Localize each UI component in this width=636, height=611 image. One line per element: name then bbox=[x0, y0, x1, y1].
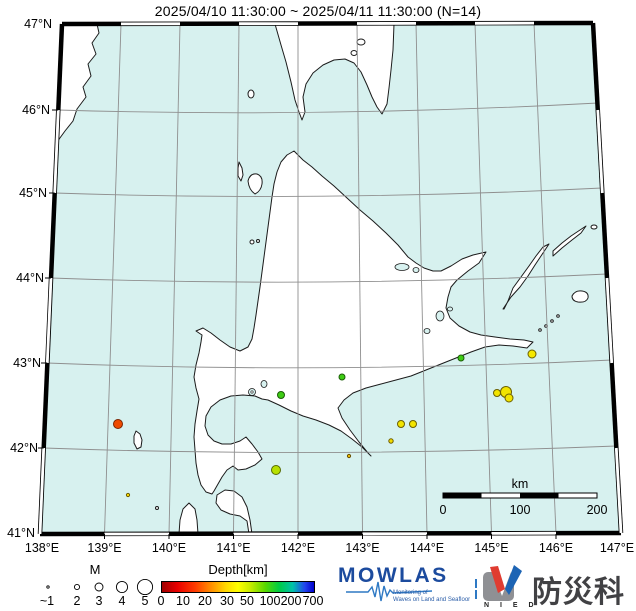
landmasses bbox=[56, 23, 598, 534]
magnitude-sample-circle bbox=[94, 582, 104, 592]
lat-label: 41°N bbox=[7, 526, 35, 540]
depth-tick: 100 bbox=[259, 594, 281, 608]
magnitude-tick: 5 bbox=[141, 594, 149, 608]
magnitude-circles bbox=[46, 578, 154, 596]
mowlas-tagline-line1: Monitoring of bbox=[393, 590, 428, 596]
map-frame bbox=[37, 20, 624, 539]
scale-tick: 200 bbox=[587, 503, 608, 517]
earthquake-marker bbox=[397, 420, 405, 428]
habomai-islet bbox=[538, 328, 542, 332]
mowlas-waveform-icon bbox=[346, 581, 433, 602]
habomai-islet bbox=[556, 314, 560, 318]
magnitude-sample-circle bbox=[73, 583, 81, 591]
lat-label: 43°N bbox=[13, 356, 41, 370]
graticule bbox=[43, 23, 617, 534]
iturup-island bbox=[552, 225, 587, 257]
toya-island bbox=[250, 390, 254, 394]
page-title: 2025/04/10 11:30:00 ~ 2025/04/11 11:30:0… bbox=[154, 3, 482, 19]
logo-divider bbox=[475, 590, 477, 599]
lon-label: 142°E bbox=[281, 541, 315, 555]
hypocenter-map: 47°N 46°N 45°N 44°N 43°N 42°N 41°N 138°E… bbox=[7, 17, 634, 555]
rishiri-island bbox=[247, 173, 263, 195]
mowlas-logo: MOWLAS bbox=[338, 564, 449, 587]
okushiri-island bbox=[133, 430, 143, 450]
earthquake-marker bbox=[388, 438, 394, 444]
magnitude-legend-title: M bbox=[89, 562, 101, 577]
lon-label: 144°E bbox=[410, 541, 444, 555]
magnitude-sample-circle bbox=[136, 578, 154, 596]
logo-divider bbox=[475, 579, 477, 588]
islet bbox=[356, 38, 366, 46]
mowlas-tagline-line2: Waves on Land and Seafloor bbox=[393, 597, 471, 603]
depth-tick: 50 bbox=[240, 594, 254, 608]
earthquake-marker bbox=[504, 393, 514, 403]
scale-tick: 0 bbox=[440, 503, 447, 517]
nied-logo-icon bbox=[483, 565, 522, 601]
habomai-islet bbox=[550, 319, 554, 323]
nied-name-japanese: 防災科研 bbox=[532, 576, 625, 609]
islet bbox=[590, 224, 598, 230]
lon-label: 140°E bbox=[152, 541, 186, 555]
shikotan-island bbox=[571, 290, 589, 303]
lat-label: 46°N bbox=[22, 103, 50, 117]
kunashiri-island bbox=[502, 243, 550, 310]
earthquake-marker bbox=[527, 349, 537, 359]
magnitude-sample-circle bbox=[115, 580, 129, 594]
russia-coast bbox=[56, 23, 100, 143]
scale-bar-unit: km bbox=[512, 477, 529, 491]
legend-strip: M ~1 2 3 4 5 Depth[km] 0 10 20 30 50 100… bbox=[0, 556, 636, 611]
lon-label: 146°E bbox=[539, 541, 573, 555]
depth-tick: 30 bbox=[220, 594, 234, 608]
lon-label: 147°E bbox=[600, 541, 634, 555]
nied-acronym: N I E D bbox=[484, 602, 539, 609]
earthquake-marker bbox=[457, 354, 465, 362]
scale-bar: km 0 100 200 bbox=[440, 477, 608, 517]
depth-tick: 20 bbox=[198, 594, 212, 608]
lat-label: 47°N bbox=[24, 17, 52, 31]
rebun-island bbox=[237, 161, 244, 182]
lon-label: 139°E bbox=[87, 541, 121, 555]
earthquake-marker bbox=[125, 492, 131, 498]
magnitude-tick: ~1 bbox=[39, 594, 55, 608]
depth-legend-title: Depth[km] bbox=[208, 562, 268, 577]
lat-label: 42°N bbox=[10, 441, 38, 455]
earthquake-marker bbox=[271, 465, 281, 475]
earthquake-marker bbox=[346, 453, 352, 459]
lon-labels: 138°E 139°E 140°E 141°E 142°E 143°E 144°… bbox=[25, 541, 634, 555]
magnitude-sample-circle bbox=[46, 585, 50, 589]
earthquake-marker bbox=[113, 419, 123, 429]
lon-label: 141°E bbox=[216, 541, 250, 555]
teuri-island bbox=[249, 239, 255, 245]
depth-tick: 700 bbox=[302, 594, 324, 608]
yagishiri-island bbox=[256, 239, 260, 243]
mowlas-tagline: Monitoring of Waves on Land and Seafloor bbox=[393, 590, 470, 604]
lat-labels: 47°N 46°N 45°N 44°N 43°N 42°N 41°N bbox=[7, 17, 52, 540]
earthquake-markers bbox=[113, 349, 537, 498]
earthquake-marker bbox=[338, 373, 346, 381]
lon-label: 143°E bbox=[345, 541, 379, 555]
depth-colorbar bbox=[161, 581, 315, 593]
magnitude-tick: 3 bbox=[95, 594, 103, 608]
earthquake-marker bbox=[409, 420, 417, 428]
hokkaido bbox=[193, 150, 534, 495]
depth-tick: 0 bbox=[157, 594, 165, 608]
depth-tick: 10 bbox=[176, 594, 190, 608]
lat-label: 44°N bbox=[16, 271, 44, 285]
earthquake-marker bbox=[277, 391, 285, 399]
depth-tick: 200 bbox=[280, 594, 302, 608]
magnitude-tick: 2 bbox=[73, 594, 81, 608]
magnitude-tick: 4 bbox=[118, 594, 126, 608]
lat-label: 45°N bbox=[19, 186, 47, 200]
earthquake-marker bbox=[493, 389, 501, 397]
islet bbox=[155, 506, 159, 510]
sakhalin bbox=[274, 23, 395, 121]
lon-label: 138°E bbox=[25, 541, 59, 555]
lon-label: 145°E bbox=[474, 541, 508, 555]
scale-tick: 100 bbox=[510, 503, 531, 517]
moneron-island bbox=[247, 89, 255, 99]
islet bbox=[350, 50, 358, 56]
